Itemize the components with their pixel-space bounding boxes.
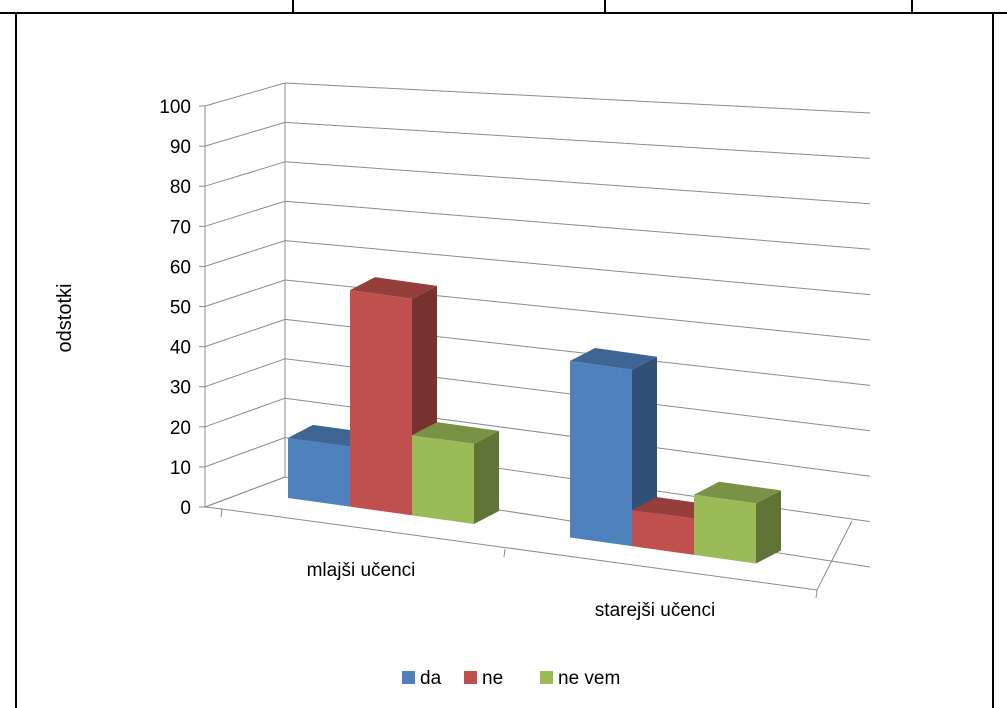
bar-front-face	[694, 494, 756, 564]
gridline-side	[204, 279, 286, 307]
x-axis-tick	[503, 548, 506, 558]
y-tick-label: 40	[170, 338, 191, 359]
category-label: starejši učenci	[595, 600, 715, 621]
y-tick-label: 80	[170, 177, 191, 198]
legend-label: ne vem	[558, 668, 620, 689]
bars	[288, 277, 781, 564]
y-tick-label: 50	[170, 298, 191, 319]
y-tick-label: 60	[170, 257, 191, 278]
legend-item: ne vem	[540, 668, 620, 689]
gridline-back	[284, 161, 871, 205]
category-label: mlajši učenci	[307, 560, 416, 581]
legend-item: da	[402, 668, 442, 689]
floor-side-edge	[204, 476, 286, 508]
bar-top-face	[412, 422, 499, 444]
gridline-side	[204, 437, 286, 468]
gridline-side	[204, 200, 286, 227]
bar-front-face	[288, 437, 350, 507]
y-tick-label: 20	[170, 418, 191, 439]
bar-top-face	[350, 277, 437, 299]
y-tick-label: 70	[170, 217, 191, 238]
gridline-side	[204, 358, 286, 388]
legend-label: da	[420, 668, 442, 689]
y-tick-labels: 0 10 20 30 40 50 60 70 80 90 100	[159, 97, 191, 519]
bar-top-face	[694, 481, 781, 504]
bar-front-face	[632, 510, 694, 555]
bar-da-2	[570, 348, 657, 547]
gridline-side	[204, 397, 286, 428]
gridline-side	[204, 318, 286, 348]
gridline-back	[284, 82, 871, 114]
gridline-side	[204, 121, 286, 147]
bar-front-face	[412, 435, 474, 525]
table-header-strip	[0, 0, 1007, 14]
y-tick-label: 90	[170, 137, 191, 158]
bar-side-face	[756, 490, 781, 564]
y-axis-title: odstotki	[54, 284, 76, 353]
bar-ne-vem-1	[412, 422, 499, 525]
gridline-back	[284, 200, 871, 250]
legend-swatch	[540, 671, 553, 684]
y-tick-label: 30	[170, 378, 191, 399]
floor-front-left-edge	[204, 506, 223, 510]
y-tick-label: 0	[180, 498, 191, 519]
legend-item: ne	[464, 668, 503, 689]
axes	[199, 83, 853, 599]
gridline-side	[204, 161, 286, 187]
bar-ne-vem-2	[694, 481, 781, 564]
y-tick-label: 100	[159, 97, 191, 118]
legend: da ne ne vem	[402, 668, 620, 689]
gridline-side	[204, 240, 286, 267]
floor-right-edge	[816, 520, 853, 591]
legend-label: ne	[482, 668, 503, 689]
gridline-back	[284, 240, 871, 296]
bar-front-face	[570, 361, 632, 547]
x-axis-line	[221, 508, 818, 591]
bar-top-face	[570, 348, 657, 370]
bar-front-face	[350, 290, 412, 516]
legend-swatch	[464, 671, 477, 684]
bar-side-face	[474, 430, 499, 525]
gridline-side	[204, 82, 286, 107]
x-axis-tick	[220, 508, 223, 518]
category-labels: mlajši učenci starejši učenci	[307, 560, 716, 621]
x-axis-tick	[815, 589, 818, 599]
legend-swatch	[402, 671, 415, 684]
bar-side-face	[632, 356, 657, 547]
y-tick-label: 10	[170, 458, 191, 479]
gridline-back	[284, 121, 871, 159]
